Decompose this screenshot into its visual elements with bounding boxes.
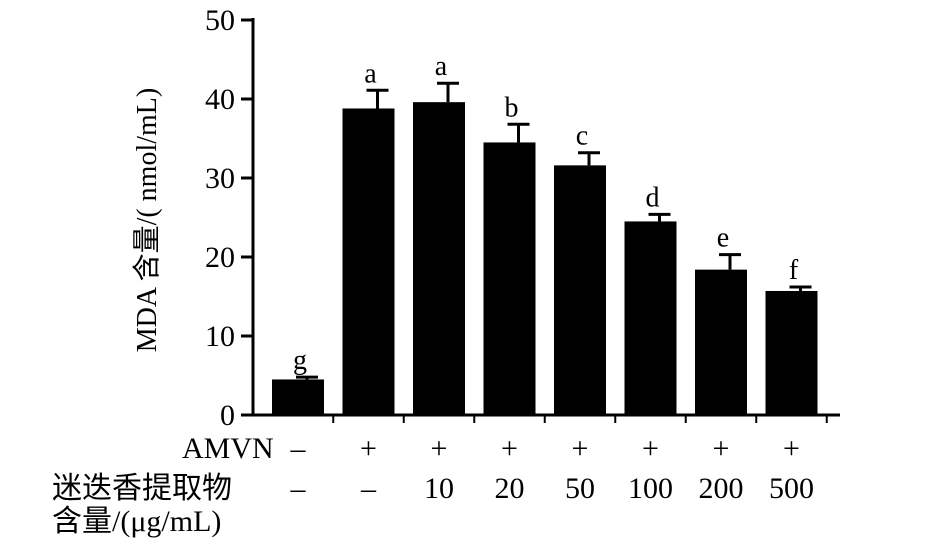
y-tick-label: 10 (205, 320, 235, 353)
amvn-row-value: + (713, 432, 730, 465)
extract-row-value: – (290, 472, 307, 505)
y-tick-label: 0 (220, 399, 235, 432)
bar (342, 108, 395, 415)
significance-letter: a (435, 51, 448, 82)
y-tick-label: 20 (205, 241, 235, 274)
extract-row-value: 200 (699, 472, 744, 505)
significance-letter: a (364, 58, 377, 89)
extract-row-label-line1: 迷迭香提取物 (52, 472, 232, 505)
significance-letter: e (717, 223, 729, 254)
amvn-row-value: – (290, 432, 307, 465)
amvn-row-value: + (642, 432, 659, 465)
y-tick-label: 30 (205, 162, 235, 195)
bar (554, 165, 606, 415)
extract-row-value: – (360, 472, 377, 505)
extract-row-value: 10 (424, 472, 454, 505)
bar (413, 102, 465, 415)
extract-row-value: 500 (769, 472, 814, 505)
bar (695, 269, 747, 415)
amvn-row-value: + (501, 432, 518, 465)
amvn-row-value: + (572, 432, 589, 465)
significance-letter: d (646, 182, 660, 213)
significance-letter: b (505, 92, 519, 123)
bar (272, 379, 324, 415)
significance-letter: f (789, 255, 799, 286)
significance-letter: g (293, 345, 307, 376)
bar (624, 221, 677, 415)
bar (483, 142, 536, 415)
y-tick-label: 50 (205, 4, 235, 37)
y-axis-label: MDA 含量/( nmol/mL) (131, 88, 163, 352)
extract-row-value: 100 (628, 472, 673, 505)
amvn-row-value: + (783, 432, 800, 465)
bar (765, 290, 818, 415)
extract-row-value: 20 (495, 472, 525, 505)
chart-marks: 0 10 20 30 40 50 g – – a + – a +10 b +20 c +50 d +100 e +200 f… (205, 4, 840, 505)
y-tick-label: 40 (205, 83, 235, 116)
significance-letter: c (576, 121, 588, 152)
amvn-row-value: + (360, 432, 377, 465)
extract-row-label-line2: 含量/(μg/mL) (52, 505, 221, 538)
amvn-row-value: + (431, 432, 448, 465)
extract-row-value: 50 (565, 472, 595, 505)
amvn-row-label: AMVN (182, 432, 274, 465)
y-axis-title: MDA 含量/( nmol/mL) (131, 88, 163, 352)
